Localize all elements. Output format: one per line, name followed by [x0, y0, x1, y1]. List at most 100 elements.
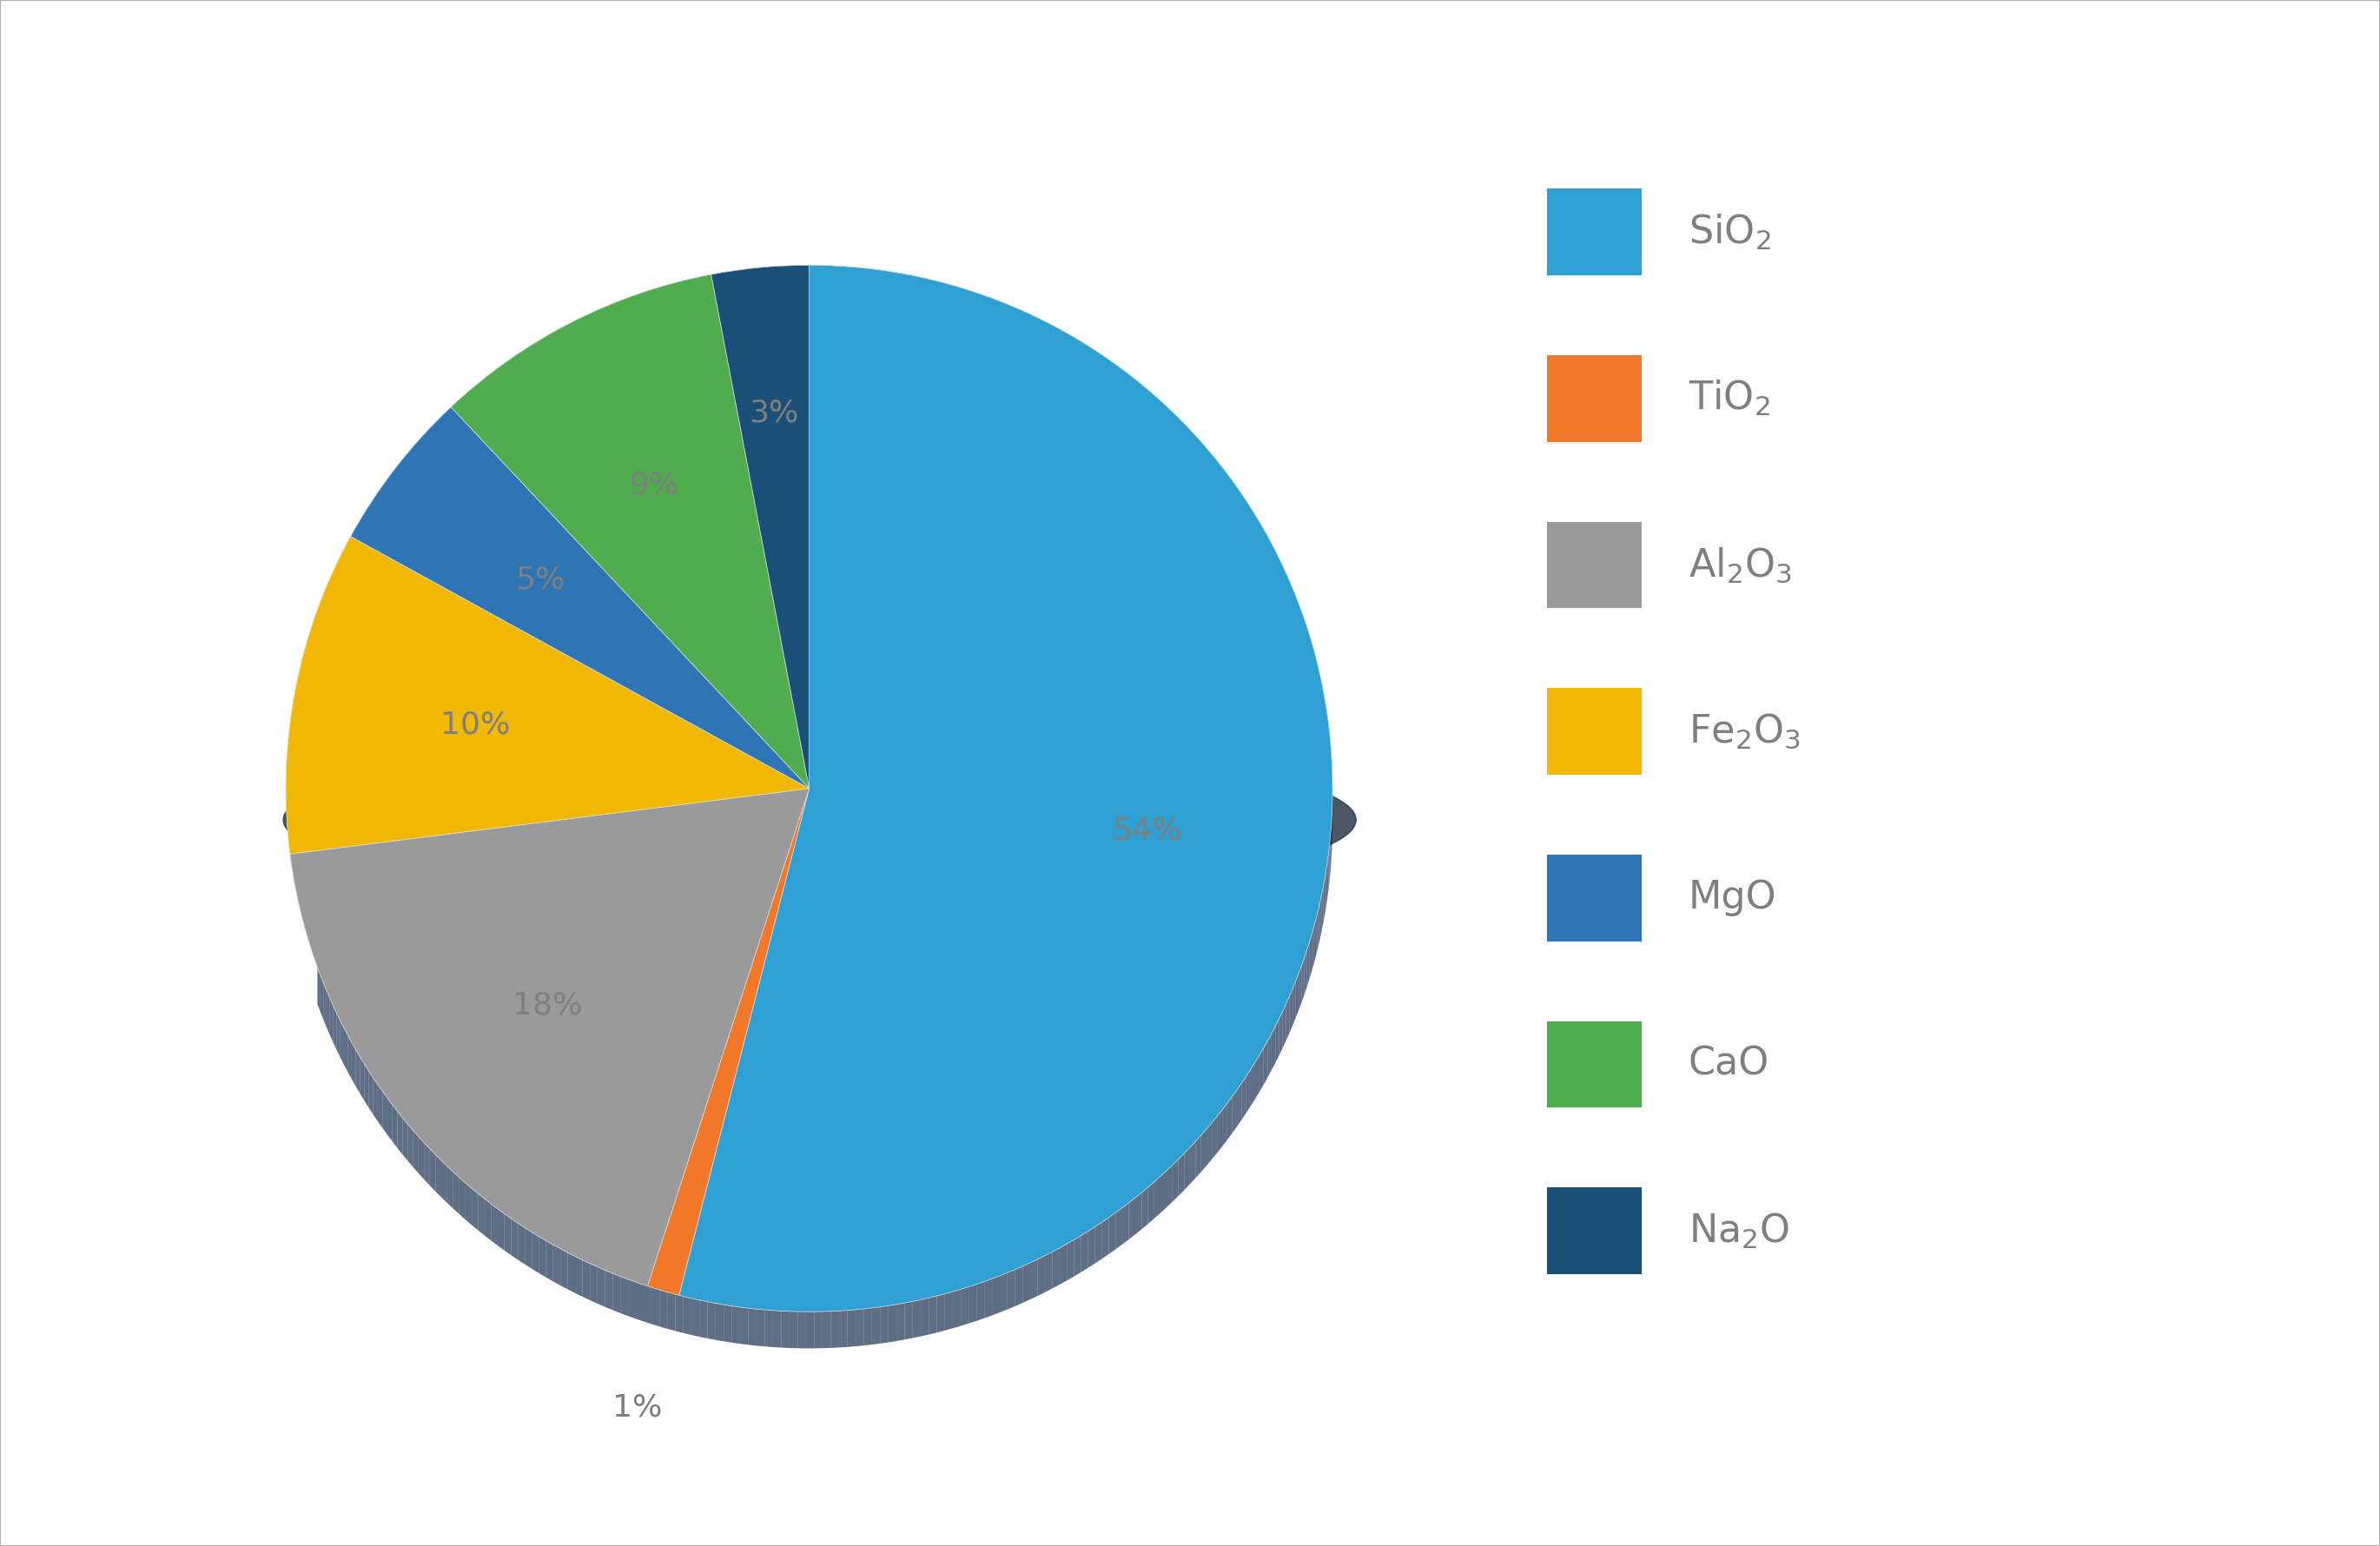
Wedge shape [290, 788, 809, 1286]
Polygon shape [764, 1309, 774, 1347]
Polygon shape [1238, 1084, 1242, 1127]
Polygon shape [740, 1306, 747, 1345]
Polygon shape [676, 1294, 683, 1333]
Polygon shape [1276, 1019, 1278, 1064]
FancyBboxPatch shape [1547, 1020, 1642, 1107]
Polygon shape [945, 1291, 952, 1331]
Text: Fe$_2$O$_3$: Fe$_2$O$_3$ [1687, 713, 1802, 751]
Polygon shape [1233, 1090, 1238, 1133]
Polygon shape [321, 976, 324, 1019]
Polygon shape [1038, 1255, 1045, 1296]
Polygon shape [952, 1289, 962, 1328]
Polygon shape [355, 1050, 359, 1093]
Polygon shape [1147, 1181, 1154, 1224]
Ellipse shape [283, 739, 1357, 900]
Polygon shape [1059, 1245, 1066, 1285]
Text: CaO: CaO [1687, 1045, 1768, 1084]
Polygon shape [447, 1166, 452, 1209]
Polygon shape [1088, 1226, 1095, 1268]
Polygon shape [1066, 1240, 1073, 1280]
Wedge shape [647, 788, 809, 1296]
Polygon shape [831, 1311, 840, 1348]
Polygon shape [486, 1198, 490, 1240]
Polygon shape [583, 1260, 590, 1300]
Polygon shape [814, 1311, 823, 1348]
Polygon shape [690, 1299, 700, 1337]
FancyBboxPatch shape [1547, 855, 1642, 942]
Polygon shape [781, 1311, 790, 1348]
Polygon shape [1031, 1260, 1038, 1300]
Polygon shape [512, 1218, 519, 1260]
Polygon shape [466, 1183, 471, 1224]
Polygon shape [340, 1020, 345, 1065]
Polygon shape [1081, 1231, 1088, 1272]
Polygon shape [643, 1285, 652, 1323]
Polygon shape [317, 968, 321, 1011]
Polygon shape [871, 1306, 881, 1345]
Text: 1%: 1% [612, 1393, 662, 1422]
Polygon shape [459, 1178, 466, 1220]
Polygon shape [621, 1277, 628, 1316]
Wedge shape [286, 536, 809, 853]
Polygon shape [1178, 1153, 1185, 1197]
Polygon shape [652, 1288, 659, 1326]
Polygon shape [402, 1118, 407, 1161]
Polygon shape [1135, 1192, 1142, 1234]
Polygon shape [1216, 1110, 1223, 1153]
Polygon shape [1252, 1062, 1254, 1105]
Polygon shape [471, 1189, 478, 1231]
Polygon shape [333, 1005, 336, 1050]
Polygon shape [383, 1091, 388, 1135]
Wedge shape [290, 788, 809, 1286]
Text: MgO: MgO [1687, 880, 1775, 917]
Polygon shape [1254, 1056, 1259, 1099]
Polygon shape [1023, 1263, 1031, 1303]
Polygon shape [1242, 1076, 1247, 1119]
Text: Na$_2$O: Na$_2$O [1687, 1211, 1790, 1251]
Wedge shape [712, 266, 809, 788]
Polygon shape [612, 1274, 621, 1313]
Polygon shape [840, 1311, 847, 1348]
Polygon shape [1223, 1104, 1228, 1147]
Polygon shape [807, 1311, 814, 1348]
Polygon shape [1302, 609, 1304, 654]
Polygon shape [414, 1130, 419, 1173]
Polygon shape [393, 1105, 397, 1147]
Polygon shape [921, 1297, 928, 1336]
Polygon shape [790, 1311, 797, 1348]
Polygon shape [1166, 1166, 1173, 1207]
Polygon shape [1095, 1223, 1102, 1263]
Polygon shape [666, 1292, 676, 1331]
Polygon shape [1190, 1141, 1195, 1184]
Polygon shape [1285, 997, 1290, 1040]
Polygon shape [1295, 974, 1299, 1017]
Polygon shape [659, 1289, 666, 1328]
Text: SiO$_2$: SiO$_2$ [1687, 212, 1771, 252]
Polygon shape [1154, 1177, 1161, 1218]
Polygon shape [397, 1112, 402, 1155]
Polygon shape [519, 1223, 526, 1265]
Polygon shape [1185, 1147, 1190, 1190]
Text: 9%: 9% [631, 470, 681, 501]
Polygon shape [881, 1306, 888, 1343]
Polygon shape [1123, 1203, 1128, 1245]
Polygon shape [597, 1268, 605, 1306]
Polygon shape [324, 983, 326, 1027]
Polygon shape [683, 1297, 690, 1334]
Polygon shape [369, 1071, 374, 1115]
Wedge shape [678, 266, 1333, 1311]
Text: 10%: 10% [440, 710, 509, 739]
Wedge shape [678, 266, 1333, 1311]
Text: TiO$_2$: TiO$_2$ [1687, 379, 1771, 417]
Polygon shape [576, 1257, 583, 1297]
Polygon shape [345, 1028, 347, 1071]
Polygon shape [888, 1305, 897, 1342]
Polygon shape [897, 1303, 904, 1340]
Polygon shape [1014, 1266, 1023, 1306]
Polygon shape [928, 1296, 938, 1334]
Polygon shape [1304, 617, 1307, 662]
Polygon shape [985, 1279, 992, 1319]
Polygon shape [1109, 1212, 1116, 1254]
FancyBboxPatch shape [1547, 189, 1642, 275]
Polygon shape [635, 1282, 643, 1322]
